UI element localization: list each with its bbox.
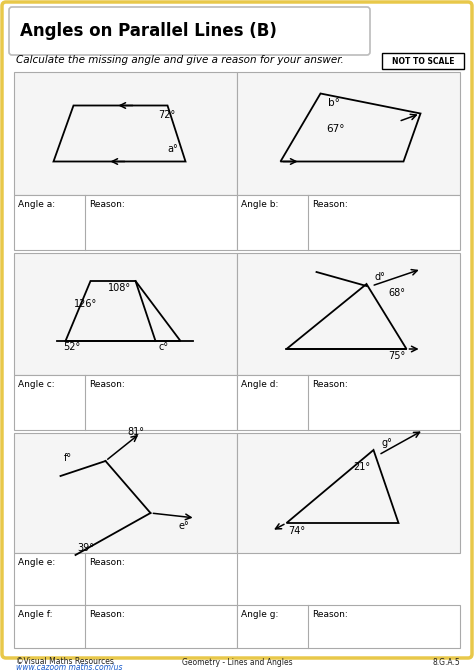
Text: Reason:: Reason: <box>90 610 125 619</box>
Text: Reason:: Reason: <box>90 380 125 389</box>
Bar <box>14 195 237 250</box>
FancyBboxPatch shape <box>9 7 370 55</box>
Bar <box>14 433 237 553</box>
Text: Angle b:: Angle b: <box>241 200 278 209</box>
Text: 68°: 68° <box>389 288 405 298</box>
Text: b°: b° <box>328 98 340 109</box>
Text: 81°: 81° <box>128 427 145 437</box>
Text: ©Visual Maths Resources: ©Visual Maths Resources <box>16 657 114 666</box>
Text: f°: f° <box>64 453 72 463</box>
Bar <box>237 375 460 430</box>
Text: Reason:: Reason: <box>90 200 125 209</box>
Text: Angle a:: Angle a: <box>18 200 55 209</box>
Text: g°: g° <box>382 438 392 448</box>
Bar <box>237 72 460 195</box>
Text: 67°: 67° <box>327 123 345 133</box>
Bar <box>237 253 460 375</box>
Text: Reason:: Reason: <box>312 380 348 389</box>
Text: e°: e° <box>179 521 189 531</box>
Text: 8.G.A.5: 8.G.A.5 <box>432 658 460 667</box>
Text: 74°: 74° <box>289 526 306 536</box>
Text: 52°: 52° <box>64 342 81 352</box>
Bar <box>14 605 237 648</box>
Text: Angle d:: Angle d: <box>241 380 278 389</box>
FancyBboxPatch shape <box>382 53 464 69</box>
Text: Reason:: Reason: <box>90 558 125 567</box>
Bar <box>14 375 237 430</box>
Text: 21°: 21° <box>354 462 371 472</box>
Text: c°: c° <box>158 342 169 352</box>
Text: 108°: 108° <box>108 283 131 293</box>
Text: 126°: 126° <box>73 299 97 309</box>
Text: Angles on Parallel Lines (B): Angles on Parallel Lines (B) <box>20 22 277 40</box>
Bar <box>237 195 460 250</box>
Text: Angle e:: Angle e: <box>18 558 55 567</box>
Text: d°: d° <box>374 272 385 282</box>
Text: NOT TO SCALE: NOT TO SCALE <box>392 56 454 66</box>
Bar <box>237 605 460 648</box>
Text: 39°: 39° <box>78 543 94 553</box>
Text: Angle g:: Angle g: <box>241 610 278 619</box>
FancyBboxPatch shape <box>2 2 472 658</box>
Text: a°: a° <box>167 143 178 153</box>
Bar <box>14 253 237 375</box>
Text: Reason:: Reason: <box>312 200 348 209</box>
Text: 72°: 72° <box>158 109 176 119</box>
Bar <box>14 72 237 195</box>
Text: Geometry - Lines and Angles: Geometry - Lines and Angles <box>182 658 292 667</box>
Text: Angle c:: Angle c: <box>18 380 55 389</box>
Text: Reason:: Reason: <box>312 610 348 619</box>
Text: www.cazoom maths.com/us: www.cazoom maths.com/us <box>16 663 122 670</box>
Bar <box>237 433 460 553</box>
Bar <box>14 553 237 605</box>
Text: Angle f:: Angle f: <box>18 610 53 619</box>
Text: Calculate the missing angle and give a reason for your answer.: Calculate the missing angle and give a r… <box>16 55 344 65</box>
Text: 75°: 75° <box>389 351 406 361</box>
